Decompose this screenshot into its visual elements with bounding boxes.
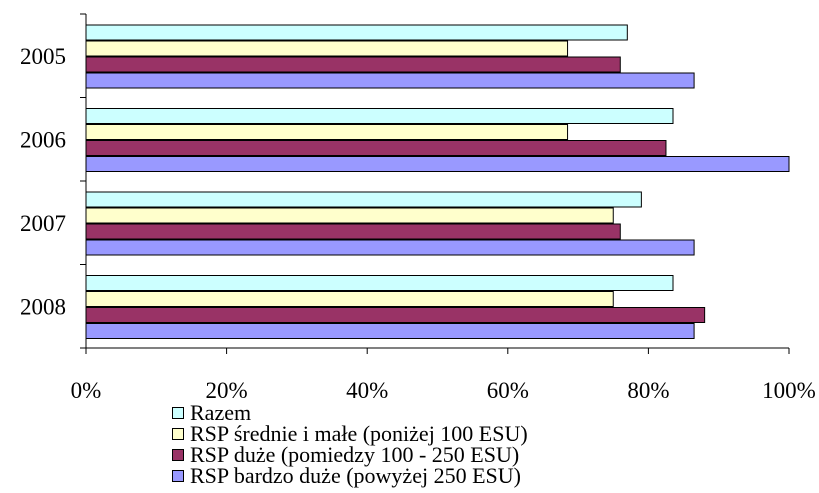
bar-2008-series-0 (85, 275, 674, 291)
legend-swatch (172, 406, 184, 419)
x-tick-label: 100% (762, 378, 816, 400)
bar-2006-series-2 (85, 140, 667, 156)
x-tick-label: 40% (346, 378, 388, 400)
bar-2006-series-3 (85, 156, 790, 172)
legend-swatch (172, 427, 184, 440)
legend-swatch (172, 448, 184, 461)
bar-2007-series-3 (85, 239, 695, 256)
legend-swatch (172, 469, 184, 482)
bar-2008-series-3 (85, 323, 695, 339)
legend: Razem RSP średnie i małe (poniżej 100 ES… (172, 400, 528, 488)
x-tick-label: 60% (487, 378, 529, 400)
legend-label: RSP bardzo duże (powyżej 250 ESU) (190, 463, 521, 488)
legend-label: RSP średnie i małe (poniżej 100 ESU) (190, 421, 528, 446)
legend-item-razem: Razem (172, 400, 528, 425)
bar-2006-series-1 (85, 124, 569, 140)
x-tick-label: 0% (71, 378, 102, 400)
bar-2005-series-1 (85, 40, 569, 57)
axes-group: 2005 2006 2007 2008 0% 20% 40% 60% 80% 100% (20, 13, 816, 400)
bar-2008-series-1 (85, 291, 614, 307)
legend-item-duze: RSP duże (pomiedzy 100 - 250 ESU) (172, 442, 528, 467)
bar-2007-series-0 (85, 191, 642, 208)
bar-2007-series-2 (85, 223, 621, 240)
bar-2005-series-2 (85, 56, 621, 73)
bar-2005-series-0 (85, 24, 628, 41)
category-label-2005: 2005 (20, 44, 66, 69)
legend-label: RSP duże (pomiedzy 100 - 250 ESU) (190, 442, 520, 467)
category-label-2008: 2008 (20, 294, 66, 319)
bar-2008-series-2 (85, 307, 706, 323)
legend-item-bardzo-duze: RSP bardzo duże (powyżej 250 ESU) (172, 463, 528, 488)
x-tick-label: 20% (206, 378, 248, 400)
bar-chart: 2005 2006 2007 2008 0% 20% 40% 60% 80% 100% (20, 13, 816, 400)
bars-group (85, 24, 790, 339)
bar-2006-series-0 (85, 108, 674, 124)
legend-label: Razem (190, 400, 252, 425)
bar-2005-series-3 (85, 72, 695, 89)
category-label-2006: 2006 (20, 127, 66, 152)
legend-item-srednie-male: RSP średnie i małe (poniżej 100 ESU) (172, 421, 528, 446)
bar-2007-series-1 (85, 207, 614, 224)
x-tick-label: 80% (627, 378, 669, 400)
category-label-2007: 2007 (20, 211, 66, 236)
